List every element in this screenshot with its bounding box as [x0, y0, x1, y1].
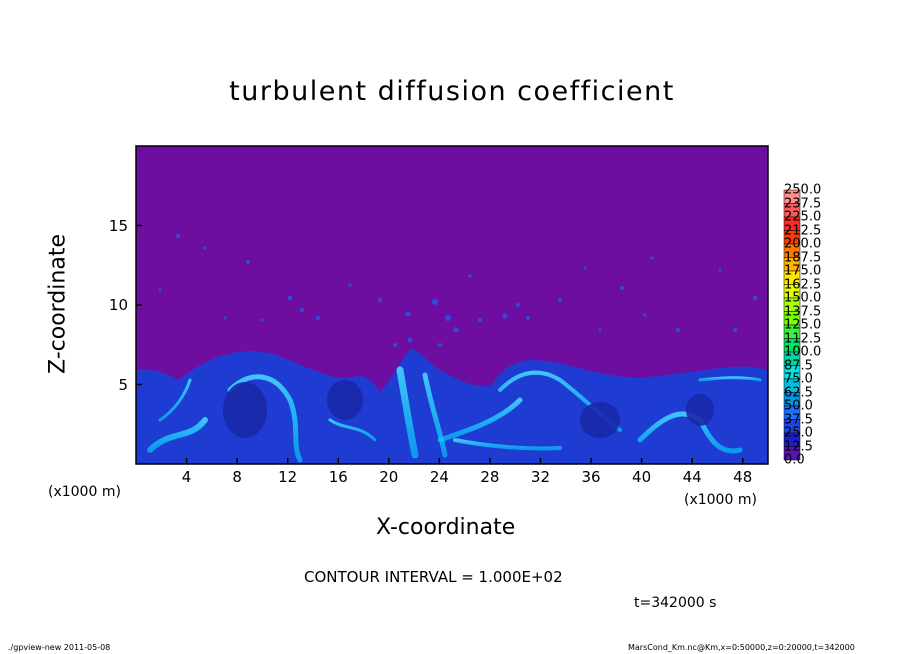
colorbar-label: 75.0: [784, 371, 813, 387]
x-tick-label: 36: [581, 468, 601, 486]
x-tick-label: 12: [278, 468, 298, 486]
colorbar-label: 0.0: [784, 452, 805, 468]
colorbar: [783, 189, 801, 461]
colorbar-label: 12.5: [784, 439, 813, 454]
dark-eddies: [223, 380, 714, 438]
x-tick-label: 48: [733, 468, 753, 486]
y-tick-marks: [136, 224, 142, 386]
x-tick-label: 8: [232, 468, 242, 486]
y-tick-label: 10: [108, 296, 128, 314]
x-unit-left: (x1000 m): [48, 484, 121, 500]
x-tick-label: 20: [379, 468, 399, 486]
bright-streaks: [147, 366, 762, 463]
colorbar-label: 137.5: [784, 304, 822, 319]
x-tick-label: 32: [530, 468, 551, 486]
y-axis-label: Z-coordinate: [45, 234, 71, 374]
y-tick-label: 15: [108, 216, 128, 235]
colorbar-label: 37.5: [784, 412, 813, 427]
colorbar-label: 175.0: [784, 263, 822, 279]
footer-left: ./gpview-new 2011-05-08: [8, 643, 111, 652]
colorbar-label: 125.0: [784, 317, 822, 333]
colorbar-label: 112.5: [784, 331, 822, 346]
chart-title: turbulent diffusion coefficient: [229, 76, 675, 107]
colorbar-label: 250.0: [784, 182, 822, 198]
contour-interval: CONTOUR INTERVAL = 1.000E+02: [304, 568, 563, 586]
y-tick-label: 5: [118, 375, 128, 394]
x-tick-marks: [185, 458, 744, 464]
colorbar-label: 237.5: [784, 196, 822, 211]
footer-right: MarsCond_Km.nc@Km,x=0:50000,z=0:20000,t=…: [628, 643, 855, 652]
x-tick-label: 4: [181, 468, 192, 486]
colorbar-swatch: [783, 446, 801, 461]
colorbar-label: 25.0: [784, 425, 813, 441]
x-axis-label: X-coordinate: [376, 515, 516, 540]
x-tick-label: 44: [682, 468, 702, 486]
colorbar-label: 187.5: [784, 250, 822, 265]
colorbar-label: 150.0: [784, 290, 822, 306]
colorbar-label: 87.5: [784, 358, 813, 373]
x-unit-right: (x1000 m): [684, 492, 757, 508]
colorbar-label: 62.5: [784, 385, 813, 400]
scattered-eddies: [158, 234, 757, 347]
colorbar-label: 100.0: [784, 344, 822, 360]
x-tick-label: 40: [632, 468, 652, 486]
x-tick-label: 28: [480, 468, 500, 486]
colorbar-label: 225.0: [784, 209, 822, 225]
colorbar-label: 200.0: [784, 236, 822, 252]
colorbar-label: 50.0: [784, 398, 813, 414]
colorbar-label: 212.5: [784, 223, 822, 238]
x-tick-label: 16: [328, 468, 348, 486]
colorbar-label: 162.5: [784, 277, 822, 292]
x-tick-label: 24: [429, 468, 449, 486]
time-label: t=342000 s: [634, 595, 717, 611]
